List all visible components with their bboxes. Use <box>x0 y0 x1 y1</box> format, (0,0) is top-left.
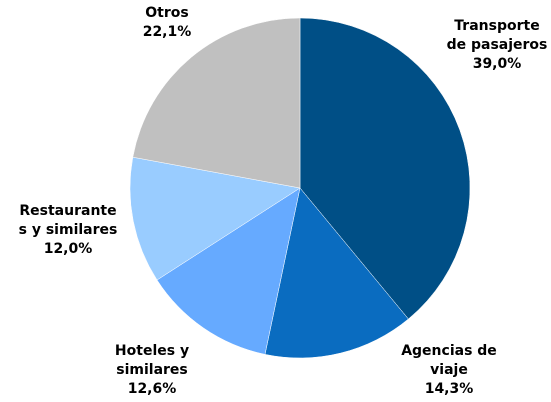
slice-label: Otros <box>145 5 188 21</box>
pie-slice <box>129 156 301 281</box>
pie-slice <box>264 187 409 359</box>
slice-label: Restaurante s y similares <box>19 203 118 238</box>
slice-value-label: 39,0% <box>473 56 522 72</box>
slice-label: Transporte de pasajeros <box>447 18 548 53</box>
pie-slice <box>132 17 301 189</box>
slice-value-label: 12,6% <box>128 381 177 397</box>
slice-value-label: 14,3% <box>425 381 474 397</box>
slice-label: Hoteles y similares <box>115 343 189 378</box>
slice-value-label: 12,0% <box>44 241 93 257</box>
slice-label: Agencias de viaje <box>401 343 497 378</box>
pie-slice <box>156 187 301 355</box>
pie-slice <box>299 17 471 320</box>
slice-value-label: 22,1% <box>143 24 192 40</box>
